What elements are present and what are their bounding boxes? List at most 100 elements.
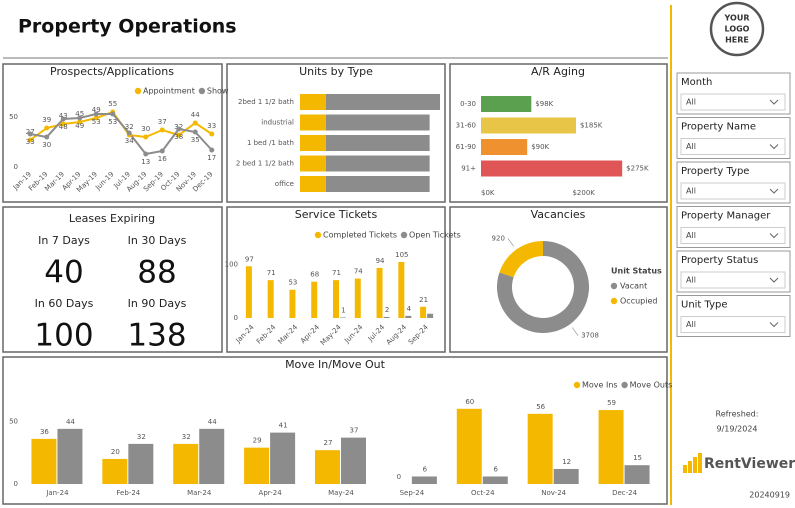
data-label: 3708 [581, 332, 599, 340]
bar [354, 278, 361, 318]
bar [411, 476, 437, 484]
x-tick-label: Sep-24 [400, 489, 425, 497]
category-label: industrial [261, 119, 294, 127]
x-tick-label: Oct-24 [471, 489, 495, 497]
kpi-value: 100 [34, 318, 93, 354]
data-label: 20 [111, 448, 120, 456]
data-label: 53 [92, 118, 101, 126]
bar [481, 139, 528, 155]
bar [398, 262, 405, 318]
bar-segment [325, 176, 430, 192]
bar [245, 266, 252, 318]
data-point [192, 129, 198, 135]
filter-dropdown[interactable] [680, 93, 786, 111]
legend-swatch [573, 381, 581, 389]
panel-title: Move In/Move Out [285, 358, 386, 371]
y-tick-label: 50 [9, 417, 18, 425]
brand-icon [698, 453, 702, 473]
data-label: 12 [562, 458, 571, 466]
bar-segment [300, 94, 326, 110]
dropdown-arrow [769, 322, 779, 328]
filter-value: All [686, 276, 696, 285]
bar [199, 428, 225, 484]
data-label: 32 [137, 433, 146, 441]
category-label: 91+ [461, 165, 476, 173]
filter-label: Property Manager [681, 211, 771, 222]
data-label: 30 [42, 141, 51, 149]
y-tick-label: 0 [14, 480, 18, 488]
data-label: 37 [158, 118, 167, 126]
data-label: 53 [108, 118, 117, 126]
filter-dropdown[interactable] [680, 138, 786, 155]
panel [226, 206, 446, 353]
kpi-label: In 90 Days [128, 297, 187, 310]
kpi-value: 88 [137, 255, 176, 291]
filter-label: Property Status [681, 255, 758, 266]
bar [383, 316, 390, 318]
kpi-label: In 7 Days [38, 234, 90, 247]
brand-name: RentViewer [704, 456, 795, 472]
dropdown-arrow [769, 277, 779, 283]
category-label: 61-90 [456, 143, 476, 151]
x-tick-label: $0K [481, 189, 495, 197]
data-label: 45 [75, 110, 84, 118]
data-point [93, 111, 99, 117]
bar-segment [300, 155, 326, 172]
leader-line [507, 238, 515, 247]
data-label: 21 [419, 296, 428, 304]
bar [624, 465, 650, 484]
data-label: 74 [354, 268, 363, 276]
data-point [143, 151, 149, 157]
panel [2, 206, 223, 353]
legend-label: Open Tickets [409, 231, 461, 240]
data-point [176, 126, 182, 132]
data-point [60, 116, 66, 122]
bar [456, 408, 482, 484]
x-tick-label: Nov-24 [541, 489, 566, 497]
filter-dropdown[interactable] [680, 316, 786, 333]
legend-title: Unit Status [611, 267, 662, 276]
data-label: 37 [350, 427, 359, 435]
filter-dropdown[interactable] [680, 271, 786, 289]
data-label: 41 [279, 422, 288, 430]
data-label: 39 [42, 116, 51, 124]
bar [420, 306, 427, 318]
kpi-label: In 60 Days [35, 297, 94, 310]
y-tick-label: 0 [234, 314, 238, 322]
bar-segment [325, 114, 430, 131]
data-label: 33 [207, 122, 216, 130]
category-label: 1 bed /1 bath [247, 139, 294, 147]
bar-segment [300, 135, 326, 151]
series-line [30, 113, 213, 156]
bar [289, 289, 296, 318]
data-label: 29 [253, 437, 262, 445]
data-label: 44 [66, 418, 75, 426]
data-point [159, 127, 165, 133]
data-point [176, 132, 182, 138]
version: 20240919 [749, 491, 790, 500]
legend-swatch [610, 297, 618, 305]
filter-dropdown[interactable] [680, 227, 786, 244]
bar-segment [325, 94, 440, 110]
filter-dropdown[interactable] [680, 182, 786, 200]
data-label: 16 [158, 155, 167, 163]
legend-swatch [198, 87, 206, 95]
data-label: 0 [397, 473, 401, 481]
bar-segment [325, 135, 430, 151]
panel-title: Units by Type [299, 65, 373, 78]
data-point [27, 131, 33, 137]
data-label: 44 [191, 111, 200, 119]
category-label: 2bed 1 1/2 bath [238, 98, 294, 106]
data-label: 920 [492, 234, 505, 242]
bar [405, 315, 412, 318]
data-label: 27 [324, 439, 333, 447]
legend-label: Completed Tickets [323, 231, 397, 240]
data-label: 30 [141, 125, 150, 133]
category-label: 2 bed 1 1/2 bath [236, 160, 294, 168]
filter-label: Month [681, 77, 712, 88]
bar [128, 443, 154, 484]
bar [376, 267, 383, 318]
legend-label: Show [207, 87, 229, 96]
data-label: 13 [141, 158, 150, 166]
